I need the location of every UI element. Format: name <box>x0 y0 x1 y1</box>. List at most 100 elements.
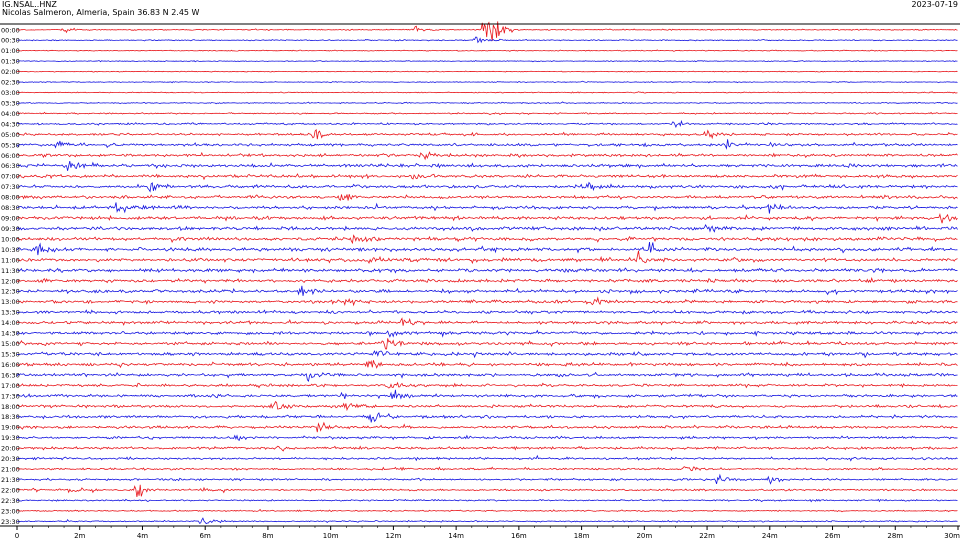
trace-row-30 <box>16 338 958 350</box>
row-label: 14:30 <box>1 330 20 338</box>
row-label: 01:00 <box>1 47 20 55</box>
trace-row-44 <box>16 484 958 498</box>
row-label: 12:00 <box>1 277 20 285</box>
row-label: 12:30 <box>1 288 20 296</box>
trace-row-47 <box>16 517 958 525</box>
x-tick-label: 0 <box>15 532 19 540</box>
row-label: 20:00 <box>1 445 20 453</box>
trace-row-15 <box>16 181 958 193</box>
x-tick-label: 2m <box>74 532 85 540</box>
trace-row-12 <box>16 151 958 161</box>
row-label: 14:00 <box>1 319 20 327</box>
x-tick-label: 12m <box>386 532 402 540</box>
row-label: 22:00 <box>1 486 20 494</box>
trace-row-36 <box>16 401 958 412</box>
trace-row-26 <box>16 296 958 307</box>
row-label: 17:30 <box>1 392 20 400</box>
station-location: Nicolas Salmeron, Almeria, Spain 36.83 N… <box>2 8 200 17</box>
x-tick-label: 20m <box>636 532 652 540</box>
trace-row-16 <box>16 194 958 201</box>
trace-row-23 <box>16 267 958 274</box>
x-tick-label: 24m <box>762 532 778 540</box>
row-label: 17:00 <box>1 382 20 390</box>
row-label: 15:30 <box>1 351 20 359</box>
trace-row-28 <box>16 317 958 326</box>
x-tick-label: 18m <box>574 532 590 540</box>
trace-row-3 <box>16 59 958 63</box>
row-label: 22:30 <box>1 497 20 505</box>
row-label: 11:00 <box>1 256 20 264</box>
trace-row-31 <box>16 350 958 359</box>
row-label: 08:30 <box>1 204 20 212</box>
trace-row-20 <box>16 234 958 245</box>
trace-row-4 <box>16 70 958 73</box>
row-label: 19:00 <box>1 424 20 432</box>
row-label: 07:00 <box>1 173 20 181</box>
trace-row-7 <box>16 101 958 105</box>
row-label: 16:00 <box>1 361 20 369</box>
trace-row-11 <box>16 139 958 150</box>
trace-row-45 <box>16 498 958 503</box>
trace-row-32 <box>16 359 958 369</box>
row-label: 10:00 <box>1 235 20 243</box>
plot-frame <box>0 23 960 527</box>
trace-row-19 <box>16 223 958 233</box>
row-label: 05:00 <box>1 131 20 139</box>
x-tick-label: 26m <box>825 532 841 540</box>
trace-row-46 <box>16 508 958 513</box>
trace-row-25 <box>16 285 958 296</box>
row-label: 11:30 <box>1 267 20 275</box>
x-tick-label: 30m <box>944 532 960 540</box>
x-tick-label: 28m <box>887 532 903 540</box>
row-label: 08:00 <box>1 194 20 202</box>
trace-row-35 <box>16 389 958 400</box>
row-label: 03:00 <box>1 89 20 97</box>
row-label: 18:30 <box>1 413 20 421</box>
trace-row-21 <box>16 241 958 256</box>
trace-row-2 <box>16 49 958 52</box>
x-tick-label: 8m <box>262 532 273 540</box>
row-label: 09:30 <box>1 225 20 233</box>
trace-row-27 <box>16 309 958 315</box>
trace-row-39 <box>16 434 958 442</box>
row-label: 10:30 <box>1 246 20 254</box>
row-label: 18:00 <box>1 403 20 411</box>
trace-row-29 <box>16 329 958 338</box>
x-tick-label: 6m <box>200 532 211 540</box>
x-tick-label: 10m <box>323 532 339 540</box>
x-tick-label: 22m <box>699 532 715 540</box>
row-label: 23:00 <box>1 507 20 515</box>
trace-row-42 <box>16 466 958 472</box>
row-label: 16:30 <box>1 371 20 379</box>
trace-row-41 <box>16 454 958 462</box>
row-label: 13:30 <box>1 309 20 317</box>
row-label: 06:00 <box>1 152 20 160</box>
station-code: IG.NSAL..HNZ <box>2 0 57 9</box>
row-label: 00:30 <box>1 37 20 45</box>
trace-row-6 <box>16 91 958 94</box>
x-tick-label: 4m <box>137 532 148 540</box>
row-label: 00:00 <box>1 26 20 34</box>
header: IG.NSAL..HNZ Nicolas Salmeron, Almeria, … <box>0 0 960 24</box>
row-label: 04:00 <box>1 110 20 118</box>
row-label: 06:30 <box>1 162 20 170</box>
row-label: 13:00 <box>1 298 20 306</box>
row-label: 23:30 <box>1 518 20 526</box>
trace-row-24 <box>16 276 958 284</box>
trace-row-18 <box>16 212 958 224</box>
row-label: 01:30 <box>1 58 20 66</box>
x-axis: 0 2m 4m 6m 8m 10m 12m 14m 16m 18m 20m 22m 24m 26m 28m 3… <box>15 526 960 540</box>
trace-row-8 <box>16 111 958 116</box>
row-label: 09:00 <box>1 215 20 223</box>
trace-row-5 <box>16 80 958 84</box>
row-label: 05:30 <box>1 141 20 149</box>
row-label: 20:30 <box>1 455 20 463</box>
row-label: 19:30 <box>1 434 20 442</box>
trace-row-37 <box>16 412 958 423</box>
row-label: 02:00 <box>1 68 20 76</box>
trace-row-33 <box>16 371 958 382</box>
trace-row-17 <box>16 202 958 214</box>
trace-row-34 <box>16 381 958 389</box>
row-label: 04:30 <box>1 120 20 128</box>
